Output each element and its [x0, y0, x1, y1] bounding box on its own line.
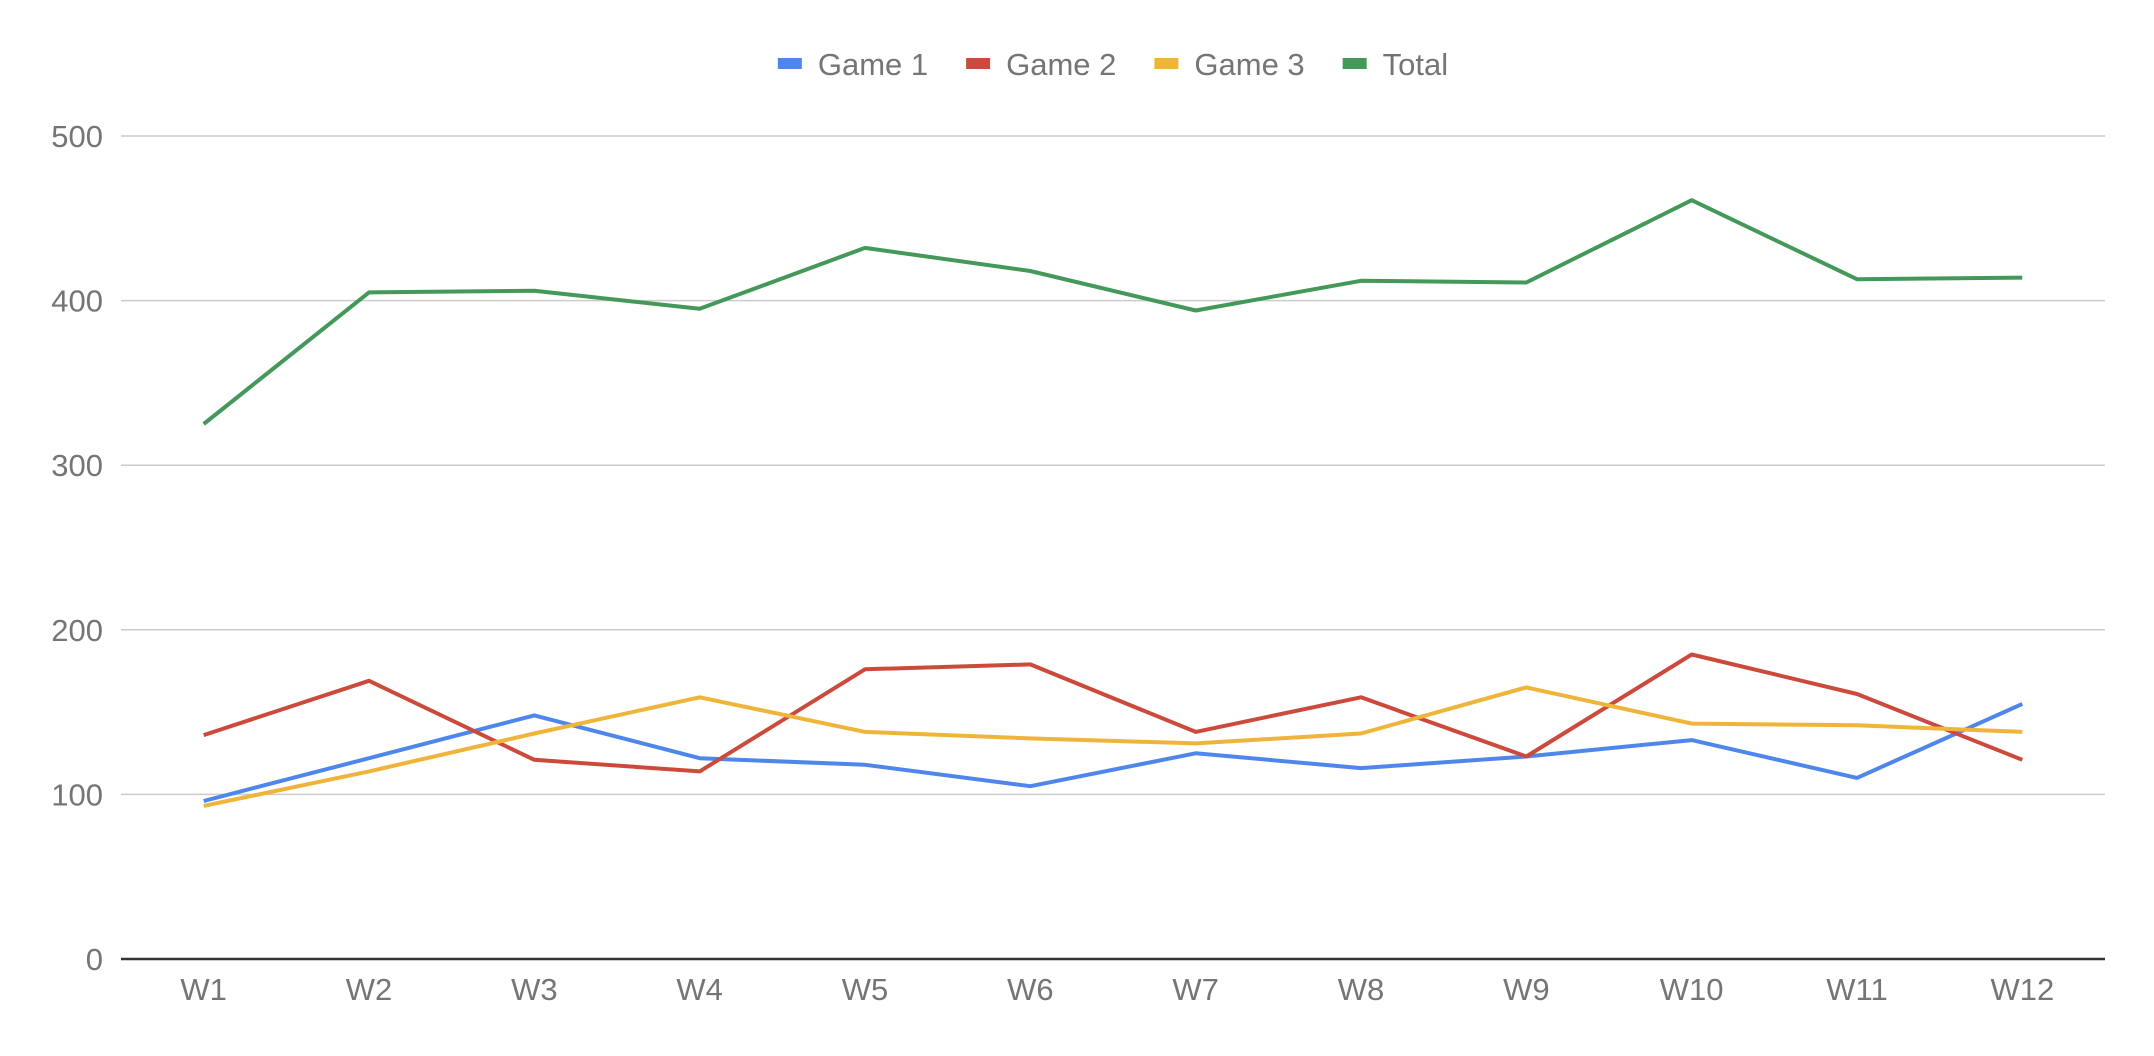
legend-swatch [1342, 58, 1367, 69]
legend-label: Game 1 [818, 47, 928, 82]
x-tick-label: W3 [511, 972, 558, 1007]
x-axis: W1 W2 W3 W4 W5 W6 W7 W8 W9 W10 W11 W12 [180, 972, 2054, 1007]
legend-item[interactable]: Total [1342, 47, 1448, 82]
x-tick-label: W4 [676, 972, 723, 1007]
y-tick-label: 200 [51, 613, 103, 648]
gridlines [121, 135, 2105, 796]
legend-label: Total [1383, 47, 1448, 82]
x-tick-label: W2 [346, 972, 393, 1007]
series-line-game-1 [203, 702, 2024, 803]
y-tick-label: 0 [86, 942, 103, 977]
x-tick-label: W5 [842, 972, 889, 1007]
x-tick-label: W9 [1503, 972, 1550, 1007]
series-lines [202, 198, 2024, 808]
x-tick-label: W7 [1172, 972, 1219, 1007]
series-line-game-3 [203, 685, 2023, 808]
series-line-game-2 [203, 652, 2024, 774]
legend-item[interactable]: Game 3 [1154, 47, 1305, 82]
y-tick-label: 500 [51, 119, 103, 154]
x-tick-label: W1 [180, 972, 227, 1007]
legend-item[interactable]: Game 2 [966, 47, 1116, 82]
legend-swatch [966, 58, 991, 69]
y-tick-label: 100 [51, 777, 103, 812]
legend-item[interactable]: Game 1 [777, 47, 928, 82]
x-tick-label: W11 [1826, 972, 1887, 1007]
legend-swatch [1154, 58, 1179, 69]
x-tick-label: W6 [1007, 972, 1054, 1007]
x-tick-label: W10 [1660, 972, 1724, 1007]
x-tick-label: W8 [1338, 972, 1385, 1007]
legend-label: Game 3 [1194, 47, 1304, 82]
legend-swatch [777, 58, 802, 69]
y-axis: 0 100 200 300 400 500 [51, 119, 103, 977]
x-tick-label: W12 [1990, 972, 2054, 1007]
series-line-total [202, 198, 2023, 426]
legend: Game 1 Game 2 Game 3 Total [777, 47, 1448, 82]
y-tick-label: 400 [51, 284, 103, 319]
y-tick-label: 300 [51, 448, 103, 483]
legend-label: Game 2 [1006, 47, 1116, 82]
